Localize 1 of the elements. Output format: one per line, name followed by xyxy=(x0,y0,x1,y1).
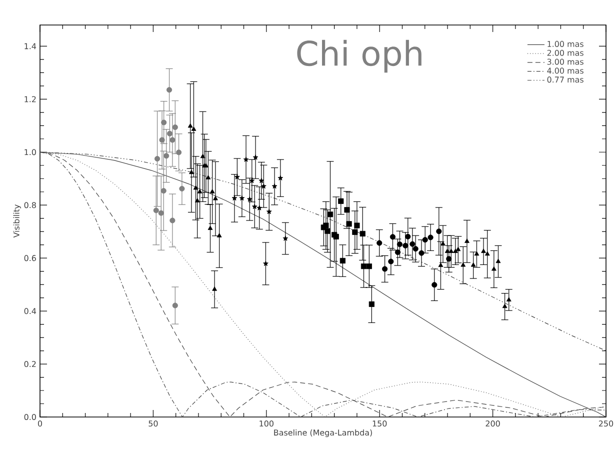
chart-title: Chi oph xyxy=(297,40,422,73)
